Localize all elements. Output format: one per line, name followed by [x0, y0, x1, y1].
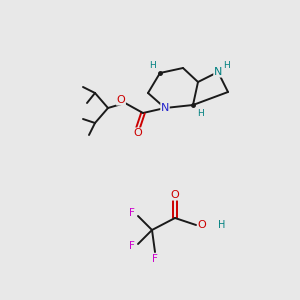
Text: O: O [134, 128, 142, 138]
Text: F: F [129, 208, 135, 218]
Text: N: N [161, 103, 169, 113]
Text: O: O [198, 220, 206, 230]
Text: F: F [152, 254, 158, 264]
Text: O: O [171, 190, 179, 200]
Text: H: H [218, 220, 226, 230]
Text: F: F [129, 241, 135, 251]
Text: N: N [214, 67, 222, 77]
Text: O: O [117, 95, 125, 105]
Text: H: H [196, 109, 203, 118]
Text: H: H [224, 61, 230, 70]
Text: H: H [150, 61, 156, 70]
